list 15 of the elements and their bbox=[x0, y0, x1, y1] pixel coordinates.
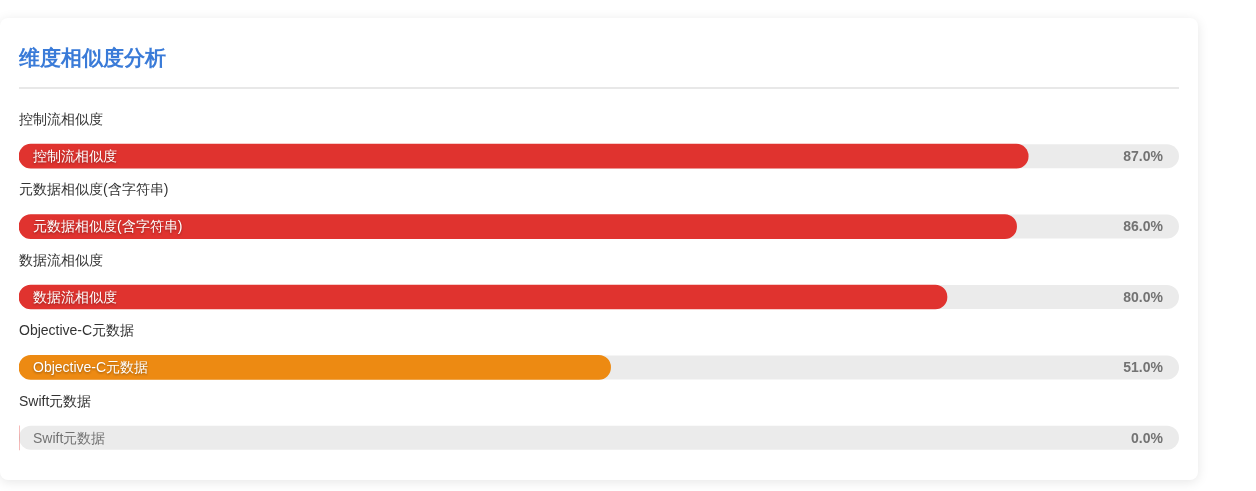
chart-title: 维度相似度分析 bbox=[19, 45, 166, 71]
data-label: 51.0% bbox=[1123, 359, 1164, 376]
category-label: 数据流相似度 bbox=[33, 288, 117, 305]
y-tick-label: Swift元数据 bbox=[19, 392, 92, 409]
y-tick-label: Objective-C元数据 bbox=[19, 322, 135, 339]
data-label: 80.0% bbox=[1123, 288, 1164, 305]
category-label: 控制流相似度 bbox=[33, 148, 117, 165]
y-tick-label: 数据流相似度 bbox=[19, 251, 103, 268]
y-tick-label: 元数据相似度(含字符串) bbox=[19, 181, 169, 198]
data-label: 0.0% bbox=[1131, 429, 1164, 446]
data-label: 87.0% bbox=[1123, 148, 1164, 165]
category-label: Objective-C元数据 bbox=[33, 359, 149, 376]
y-tick-label: 控制流相似度 bbox=[19, 111, 103, 128]
category-label: 元数据相似度(含字符串) bbox=[33, 218, 183, 235]
data-label: 86.0% bbox=[1123, 218, 1164, 235]
